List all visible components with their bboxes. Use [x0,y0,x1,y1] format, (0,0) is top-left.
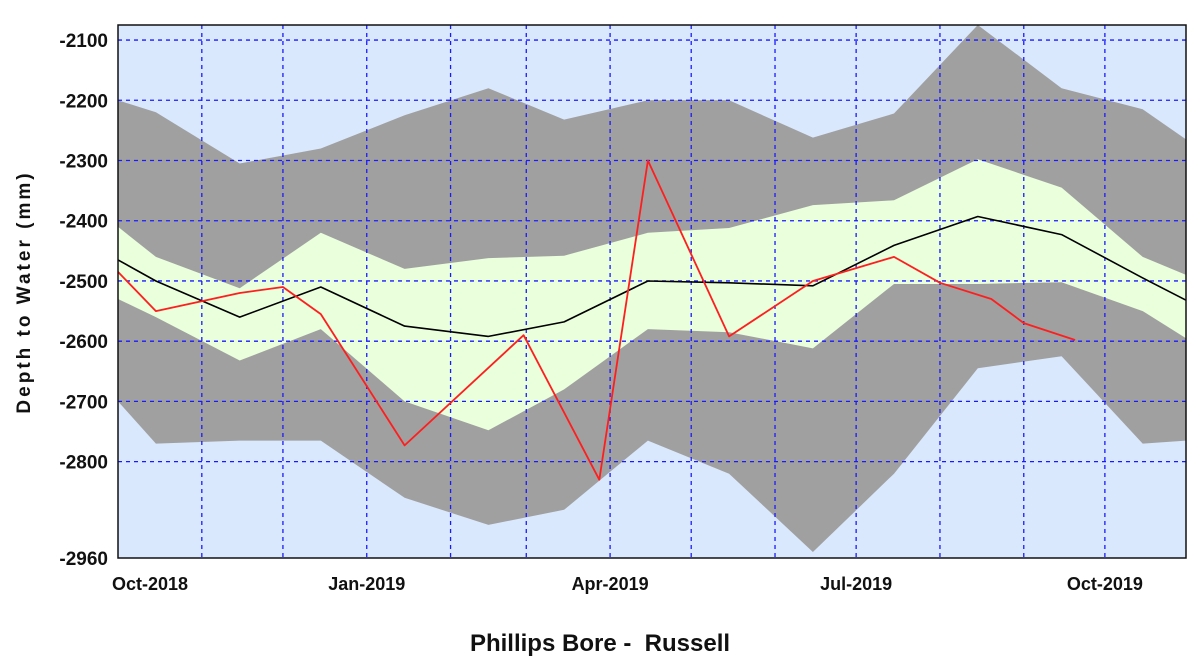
y-tick-label: -2200 [59,91,108,112]
x-tick-label: Oct-2018 [112,574,188,594]
observed-line-series [117,159,1076,481]
x-tick-label: Oct-2019 [1067,574,1143,594]
plot-frame [117,24,1187,559]
inner-band-area [118,159,1186,431]
x-axis: Oct-2018 Jan-2019 Apr-2019 Jul-2019 Oct-2019 [112,574,1143,594]
mean-line-series [117,215,1187,338]
x-tick-label: Apr-2019 [572,574,649,594]
grid [118,25,1186,558]
y-tick-label: -2800 [59,453,108,474]
bands [118,25,1186,552]
lines [117,159,1187,481]
y-axis: -2100 -2200 -2300 -2400 -2500 -2600 -2700 -2800… [59,31,108,570]
y-tick-label: -2500 [59,272,108,293]
y-tick-label: -2700 [59,392,108,413]
y-tick-label: -2100 [59,31,108,52]
chart-title: Phillips Bore - Russell [469,630,731,657]
x-tick-label: Jul-2019 [820,574,892,594]
y-tick-label: -2600 [59,332,108,353]
x-tick-label: Jan-2019 [328,574,405,594]
y-tick-label: -2960 [59,549,108,570]
y-tick-label: -2400 [59,212,108,233]
y-axis-label: Depth to Water (mm) [14,170,35,413]
y-tick-label: -2300 [59,152,108,173]
chart: -2100 -2200 -2300 -2400 -2500 -2600 -2700 -2800… [14,24,1187,594]
